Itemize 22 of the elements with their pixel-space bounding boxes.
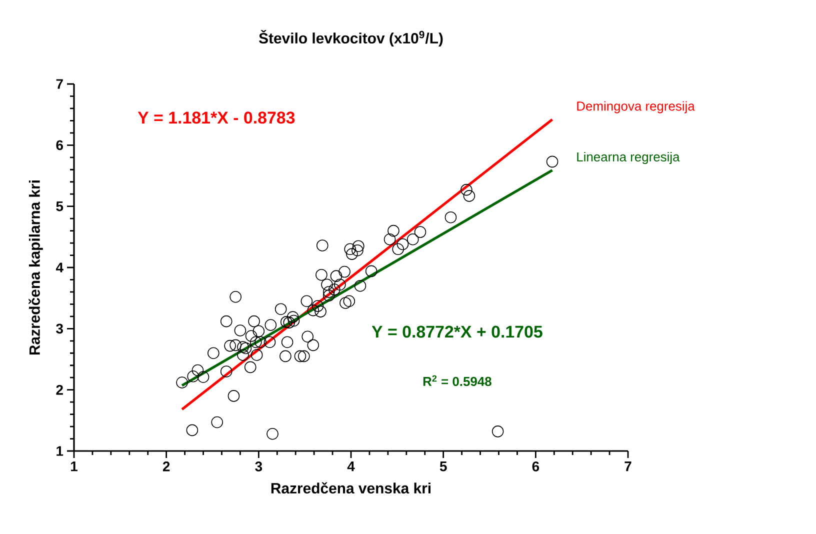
annotation: R$^{2}$ = 0.5948 (423, 375, 492, 386)
y-tick-label: 7 (56, 79, 63, 89)
series-label: Demingova regresija (577, 101, 695, 114)
y-axis-title: Razredčena kapilarna kri (28, 180, 43, 355)
x-tick-label: 2 (162, 462, 170, 472)
x-tick-label: 3 (255, 462, 262, 472)
y-tick-label: 4 (56, 262, 64, 272)
y-tick-label: 2 (56, 384, 63, 395)
annotation: Y = 1.181*X - 0.8783 (138, 112, 295, 124)
x-tick-label: 7 (624, 462, 632, 472)
x-tick-label: 6 (532, 462, 540, 472)
y-tick-label: 1 (56, 446, 64, 456)
y-tick-label: 5 (56, 201, 64, 212)
x-axis-title: Razredčena venska kri (271, 482, 430, 494)
x-tick-label: 5 (440, 462, 447, 472)
y-tick-label: 3 (56, 324, 63, 334)
annotation: Y = 0.8772*X + 0.1705 (372, 326, 542, 338)
y-tick-label: 6 (56, 140, 63, 150)
series-label: Linearna regresija (577, 152, 680, 164)
x-tick-label: 1 (70, 462, 78, 472)
chart-title: Število levkocitov (x10$^{9}$/L) (259, 30, 443, 46)
x-tick-label: 4 (347, 462, 355, 472)
